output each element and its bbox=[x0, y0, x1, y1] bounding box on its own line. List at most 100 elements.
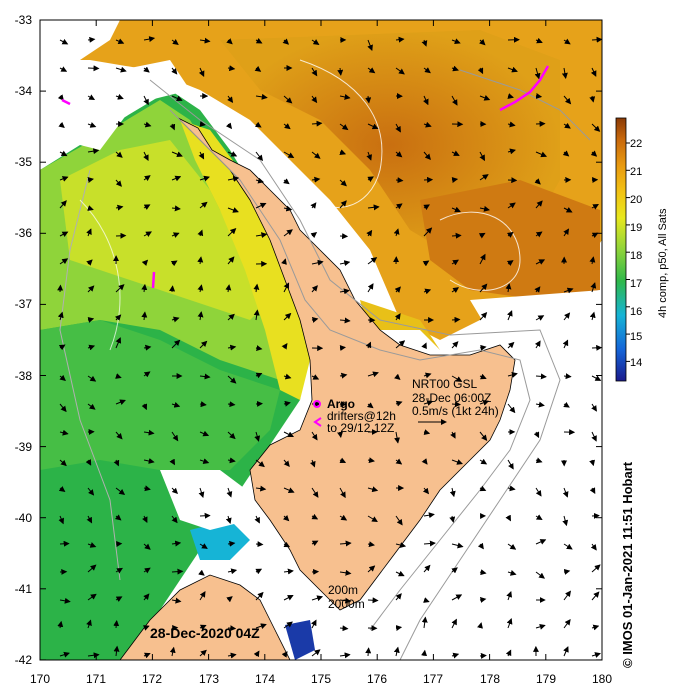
current-arrow bbox=[563, 646, 569, 657]
current-arrow bbox=[423, 372, 432, 379]
current-arrow bbox=[535, 514, 543, 521]
current-arrow bbox=[367, 486, 379, 493]
current-arrow bbox=[58, 121, 65, 129]
lat-tick: -36 bbox=[15, 226, 33, 240]
current-scale: 0.5m/s (1kt 24h) bbox=[412, 404, 499, 418]
current-arrow bbox=[114, 514, 122, 521]
current-arrow bbox=[227, 652, 237, 659]
lat-tick: -42 bbox=[15, 653, 33, 667]
current-arrow bbox=[171, 316, 180, 323]
current-arrow bbox=[451, 95, 458, 106]
current-arrow bbox=[171, 431, 179, 442]
current-arrow bbox=[113, 459, 120, 467]
current-arrow bbox=[477, 542, 484, 550]
current-arrow bbox=[311, 649, 321, 657]
current-arrow bbox=[479, 431, 488, 441]
current-arrow bbox=[479, 174, 489, 181]
current-arrow bbox=[534, 286, 541, 293]
cb-tick: 17 bbox=[630, 278, 642, 290]
current-arrow bbox=[393, 228, 400, 237]
current-arrow bbox=[507, 66, 518, 73]
current-arrow bbox=[143, 175, 151, 182]
current-arrow bbox=[227, 540, 236, 547]
current-arrow bbox=[283, 95, 293, 104]
lat-tick: -37 bbox=[15, 297, 33, 311]
current-arrow bbox=[561, 67, 568, 79]
current-arrow bbox=[143, 371, 151, 378]
current-arrow bbox=[59, 429, 69, 436]
current-arrow bbox=[339, 179, 347, 187]
argo-track-1 bbox=[499, 65, 550, 112]
current-arrow bbox=[591, 123, 601, 132]
current-arrow bbox=[227, 207, 239, 213]
cb-tick: 19 bbox=[630, 222, 642, 234]
current-arrow bbox=[591, 591, 600, 601]
current-arrow bbox=[227, 313, 235, 321]
current-arrow bbox=[197, 311, 204, 321]
current-arrow bbox=[255, 93, 268, 100]
current-arrow bbox=[534, 178, 541, 185]
current-arrow bbox=[310, 202, 317, 209]
current-arrow bbox=[339, 540, 352, 547]
lat-tick: -33 bbox=[15, 13, 33, 27]
current-arrow bbox=[283, 487, 295, 493]
current-arrow bbox=[479, 652, 487, 659]
current-arrow bbox=[422, 487, 430, 495]
current-arrow bbox=[115, 66, 127, 73]
current-vectors bbox=[57, 36, 602, 659]
current-arrow bbox=[562, 339, 569, 349]
current-arrow bbox=[309, 459, 316, 468]
current-arrow bbox=[86, 228, 92, 237]
current-arrow bbox=[87, 65, 100, 72]
current-arrow bbox=[199, 430, 210, 437]
current-arrow bbox=[563, 38, 571, 45]
current-arrow bbox=[171, 151, 183, 157]
current-arrow bbox=[255, 202, 267, 209]
current-arrow bbox=[479, 485, 487, 492]
current-arrow bbox=[367, 515, 378, 523]
current-arrow bbox=[143, 204, 151, 210]
current-arrow bbox=[589, 256, 596, 265]
current-arrow bbox=[58, 515, 64, 525]
current-arrow bbox=[479, 344, 487, 351]
current-arrow bbox=[562, 487, 569, 498]
current-arrow bbox=[115, 204, 124, 211]
current-arrow bbox=[506, 260, 514, 267]
bathymetry-legend: 200m 2000m bbox=[328, 583, 365, 611]
lat-tick: -38 bbox=[15, 369, 33, 383]
current-arrow bbox=[281, 258, 287, 265]
current-arrow bbox=[367, 257, 378, 265]
current-arrow bbox=[283, 595, 294, 601]
current-arrow bbox=[283, 205, 293, 212]
land-south-island bbox=[119, 574, 291, 660]
current-arrow bbox=[171, 232, 180, 238]
current-arrow bbox=[283, 229, 293, 237]
current-arrow bbox=[367, 39, 373, 52]
current-arrow bbox=[143, 121, 152, 128]
current-arrow bbox=[114, 314, 122, 321]
current-arrow bbox=[171, 67, 178, 75]
current-arrow bbox=[506, 591, 513, 601]
current-arrow bbox=[199, 121, 206, 127]
drifter-marker-icon bbox=[313, 417, 322, 427]
current-arrow bbox=[505, 649, 512, 657]
lon-tick: 178 bbox=[480, 672, 500, 686]
current-arrow bbox=[451, 341, 459, 349]
current-arrow bbox=[394, 286, 401, 293]
current-arrow bbox=[311, 151, 321, 159]
current-arrow bbox=[227, 568, 238, 575]
current-arrow bbox=[255, 459, 265, 468]
current-arrow bbox=[171, 515, 178, 524]
current-arrow bbox=[197, 284, 204, 293]
current-arrow bbox=[310, 231, 318, 239]
current-arrow bbox=[451, 38, 461, 45]
current-arrow bbox=[421, 616, 428, 629]
current-arrow bbox=[59, 66, 68, 72]
lon-tick: 173 bbox=[199, 672, 219, 686]
current-arrow bbox=[281, 651, 288, 658]
current-arrow bbox=[339, 372, 348, 379]
lat-tick: -35 bbox=[15, 155, 33, 169]
current-arrow bbox=[339, 514, 348, 521]
lon-tick: 180 bbox=[592, 672, 612, 686]
current-arrow bbox=[423, 400, 434, 406]
